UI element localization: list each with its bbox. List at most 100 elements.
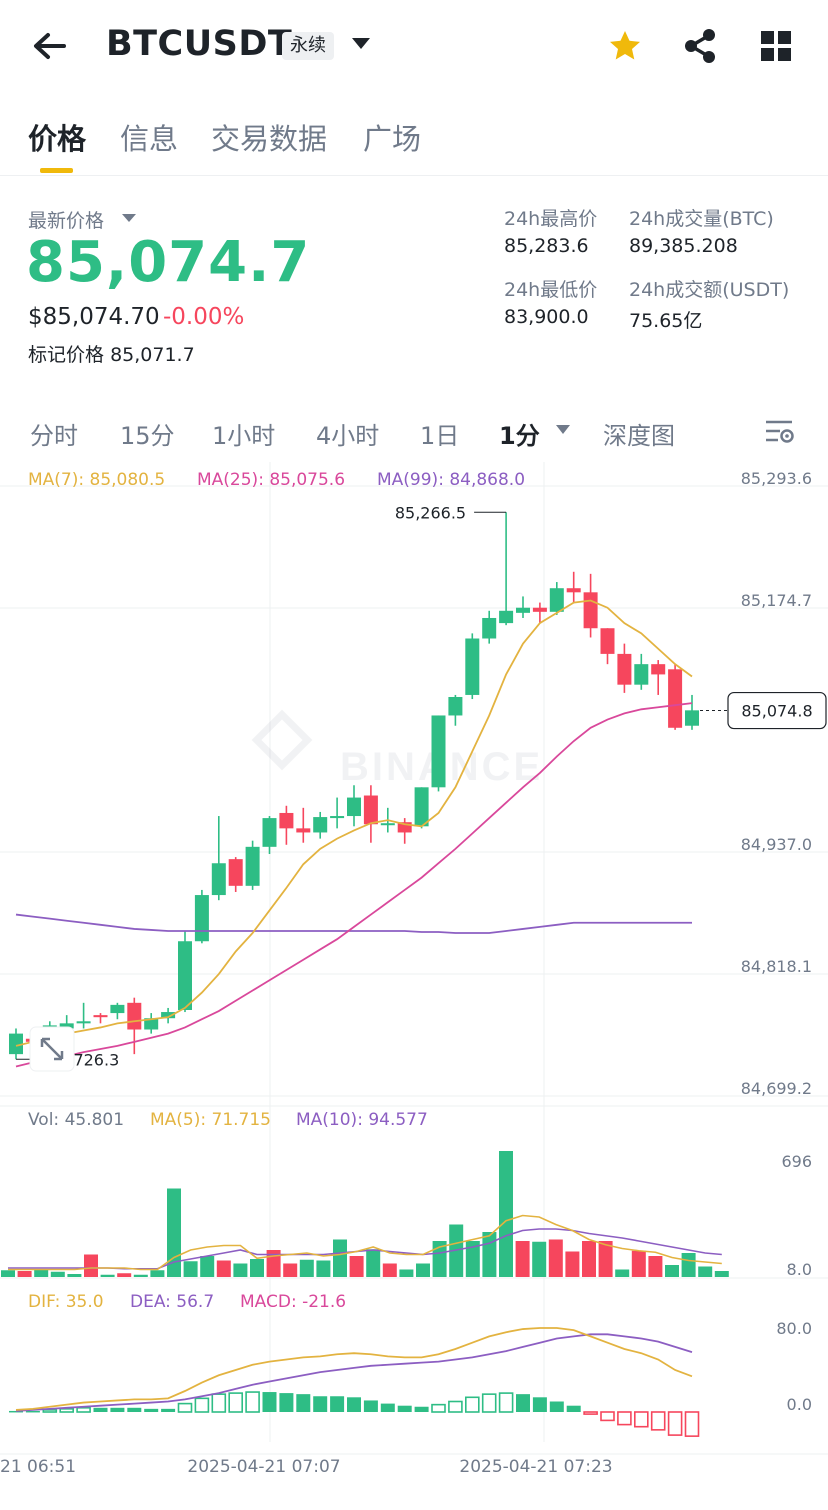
volume-bar [299, 1259, 314, 1277]
chevron-down-icon[interactable] [352, 38, 370, 49]
candle-body [465, 638, 480, 695]
volume-bar [1, 1270, 15, 1277]
latest-price-label[interactable]: 最新价格 [28, 210, 105, 232]
chevron-down-icon[interactable] [556, 425, 570, 434]
high-24h-value: 85,283.6 [504, 235, 589, 257]
macd-bar [296, 1394, 311, 1412]
price-axis-tick: 85,174.7 [741, 591, 812, 610]
ma7-line [15, 599, 693, 1047]
macd-bar [279, 1393, 294, 1412]
volume-bar [631, 1250, 646, 1277]
tab-trading-data[interactable]: 交易数据 [211, 122, 328, 156]
interval-15m[interactable]: 15分 [120, 422, 175, 450]
volume-bar [167, 1188, 181, 1277]
price-change-percent: -0.00% [163, 304, 245, 330]
macd-bar [110, 1407, 125, 1412]
candle-body [144, 1018, 159, 1030]
interval-bar: 分时 15分 1小时 4小时 1日 1分 深度图 [0, 410, 828, 456]
volume-bar [50, 1271, 65, 1277]
volume-bar [200, 1256, 215, 1277]
interval-depth-chart[interactable]: 深度图 [603, 422, 675, 450]
macd-bar [25, 1410, 40, 1413]
current-price-tag: 85,074.8 [741, 702, 812, 721]
interval-4h[interactable]: 4小时 [316, 422, 380, 450]
top-app-bar: BTCUSDT 永续 [0, 0, 828, 96]
macd-bar [9, 1410, 23, 1413]
kline-chart[interactable]: BINANCE 85,293.6 85,174.7 84,937.0 84,818.1… [0, 462, 828, 1480]
volume-bar [665, 1265, 679, 1277]
volume-btc-value: 89,385.208 [629, 235, 738, 257]
high-24h-label: 24h最高价 [504, 208, 598, 230]
kline-chart-canvas[interactable]: BINANCE 85,293.6 85,174.7 84,937.0 84,818.1… [0, 462, 828, 1480]
candle-body [178, 941, 192, 1011]
volume-bar [582, 1241, 596, 1277]
macd-bar [684, 1411, 700, 1437]
volume-bar [648, 1256, 663, 1277]
volume-bar [84, 1254, 98, 1277]
candle-body [9, 1033, 23, 1055]
candle-body [93, 1015, 108, 1018]
candle-body [685, 710, 699, 726]
section-tabs: 价格 信息 交易数据 广场 [0, 112, 828, 176]
grid-icon[interactable] [758, 28, 794, 64]
candle-body [296, 828, 311, 833]
candle-body [634, 664, 649, 685]
macd-bar [363, 1400, 378, 1412]
volume-bar [548, 1239, 563, 1277]
last-price: 85,074.7 [26, 230, 311, 295]
macd-axis-tick: 0.0 [787, 1395, 812, 1414]
ma99-line [15, 913, 692, 934]
time-axis-label: 2025-04-21 07:23 [459, 1457, 612, 1477]
legend-volume-ma5: MA(5): 71.715 [150, 1110, 271, 1130]
legend-volume: Vol: 45.801 [28, 1110, 125, 1130]
tab-price[interactable]: 价格 [28, 122, 87, 156]
macd-bar [617, 1411, 632, 1426]
legend-volume-ma10: MA(10): 94.577 [296, 1110, 428, 1130]
share-icon[interactable] [682, 28, 718, 64]
dea-line [15, 1333, 693, 1412]
interval-1m[interactable]: 1分 [499, 422, 540, 450]
macd-bar [59, 1408, 75, 1413]
legend-dif: DIF: 35.0 [28, 1292, 104, 1312]
candle-body [532, 607, 547, 612]
macd-bar [633, 1411, 649, 1428]
usd-price: $85,074.70 [28, 304, 160, 330]
macd-bar [566, 1405, 581, 1412]
macd-bar [397, 1405, 412, 1412]
back-arrow-icon[interactable] [28, 26, 72, 66]
star-icon[interactable] [607, 28, 643, 64]
macd-bar [245, 1391, 260, 1413]
chevron-down-icon[interactable] [122, 214, 136, 222]
macd-bar [177, 1402, 193, 1413]
chart-settings-icon[interactable] [764, 416, 796, 448]
symbol-title[interactable]: BTCUSDT [106, 24, 293, 64]
candle-body [330, 816, 345, 819]
interval-time-sharing[interactable]: 分时 [30, 422, 78, 450]
macd-bar [93, 1407, 108, 1412]
candle-body [211, 863, 226, 896]
macd-bar [498, 1392, 514, 1413]
volume-bar [416, 1263, 430, 1277]
candle-body [380, 823, 395, 826]
volume-bar [117, 1273, 132, 1277]
tab-info[interactable]: 信息 [120, 122, 179, 156]
volume-axis-tick: 8.0 [787, 1260, 812, 1279]
volume-bar [34, 1269, 49, 1277]
macd-bar [330, 1396, 345, 1412]
price-axis-tick: 84,937.0 [741, 835, 812, 854]
contract-type-badge: 永续 [282, 32, 334, 60]
volume-usdt-value: 75.65亿 [629, 310, 703, 332]
candle-body [617, 653, 632, 685]
dif-line [15, 1327, 693, 1411]
candle-body [313, 817, 328, 833]
volume-bar [366, 1249, 381, 1277]
macd-bar [481, 1393, 497, 1413]
macd-histogram [9, 1327, 700, 1437]
interval-1h[interactable]: 1小时 [212, 422, 276, 450]
time-axis-label: 21 06:51 [0, 1457, 76, 1477]
time-axis-label: 2025-04-21 07:07 [187, 1457, 340, 1477]
tab-square[interactable]: 广场 [363, 122, 422, 156]
macd-bar [347, 1397, 361, 1412]
macd-bar [532, 1397, 547, 1412]
interval-1d[interactable]: 1日 [420, 422, 460, 450]
